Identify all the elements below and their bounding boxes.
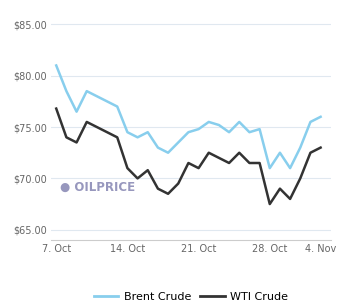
Text: ● OILPRICE: ● OILPRICE <box>60 181 135 194</box>
Legend: Brent Crude, WTI Crude: Brent Crude, WTI Crude <box>89 287 293 300</box>
